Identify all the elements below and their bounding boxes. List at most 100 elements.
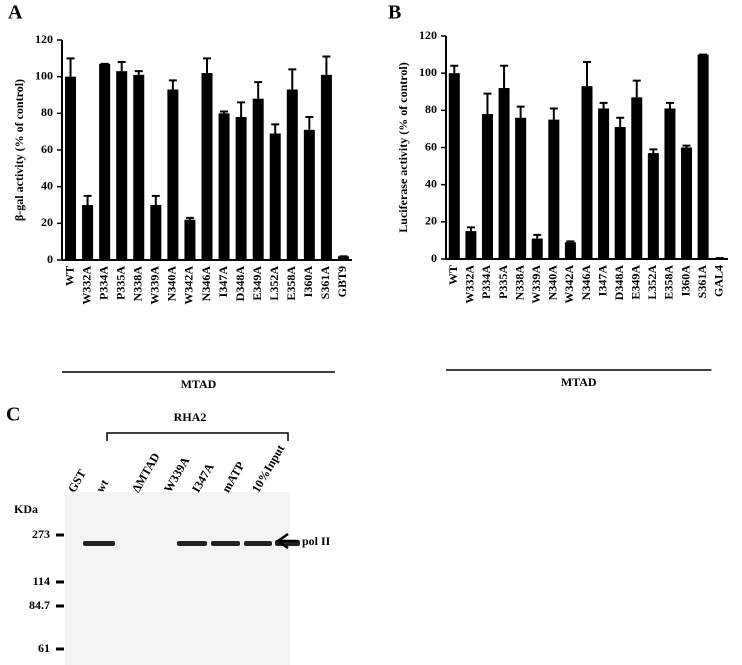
x-tick-label: W342A — [562, 265, 576, 304]
error-bar — [220, 110, 229, 114]
error-bar — [134, 70, 143, 75]
bar — [167, 89, 179, 260]
error-bar — [117, 61, 126, 72]
y-tick-label: 0 — [431, 251, 437, 265]
panel-label: A — [8, 2, 23, 24]
bar — [614, 127, 626, 259]
x-tick-label: W332A — [463, 265, 477, 304]
bar — [697, 54, 709, 260]
y-axis-label: β-gal activity (% of control) — [12, 79, 26, 221]
error-bar — [665, 101, 674, 109]
x-tick-label: E349A — [629, 265, 643, 300]
x-tick-label: WT — [446, 265, 460, 285]
x-tick-label: E349A — [250, 266, 264, 301]
y-axis-label: Luciferase activity (% of control) — [396, 62, 410, 232]
x-tick-label: I360A — [301, 266, 315, 298]
y-tick-label: 60 — [425, 139, 437, 153]
x-tick-label: N338A — [512, 265, 526, 301]
error-bar — [500, 64, 509, 89]
y-tick-label: 40 — [41, 178, 53, 192]
gel-image — [65, 492, 290, 665]
x-tick-label: L352A — [645, 265, 659, 300]
x-tick-label: E358A — [662, 265, 676, 300]
x-tick-label: W339A — [529, 265, 543, 304]
bar — [664, 108, 676, 259]
error-bar — [254, 81, 263, 99]
x-tick-label: WT — [62, 266, 76, 286]
marker-ticks — [56, 533, 64, 651]
y-tick-label: 120 — [35, 32, 53, 46]
bar — [531, 238, 543, 259]
bar — [564, 242, 576, 259]
x-tick-label: W339A — [148, 266, 162, 305]
error-bar — [288, 68, 297, 90]
bar — [99, 63, 111, 261]
bar — [201, 73, 213, 260]
error-bar — [549, 107, 558, 120]
x-tick-label: P334A — [96, 266, 110, 300]
bar — [303, 129, 315, 260]
bar — [465, 231, 477, 259]
bar — [65, 76, 77, 261]
error-bar — [185, 216, 194, 220]
error-bar — [237, 101, 246, 117]
x-tick-label: P334A — [479, 265, 493, 299]
x-tick-label: N340A — [165, 266, 179, 302]
x-tick-label: D348A — [612, 265, 626, 301]
bracket — [106, 432, 289, 441]
error-bar — [66, 57, 75, 77]
y-tick-label: 100 — [419, 65, 437, 79]
unit-label: KDa — [14, 502, 38, 516]
error-bar — [83, 194, 92, 205]
y-tick-label: 20 — [41, 215, 53, 229]
panel-label: C — [6, 404, 20, 426]
arrow — [275, 532, 298, 550]
panel-label: B — [388, 2, 401, 24]
x-tick-label: I347A — [216, 266, 230, 298]
y-tick-label: 60 — [41, 142, 53, 156]
bar — [269, 133, 281, 260]
bar — [133, 74, 145, 260]
error-bar — [466, 226, 475, 232]
bands — [83, 540, 300, 546]
bar — [681, 147, 693, 259]
error-bar — [483, 92, 492, 115]
x-tick-label: N346A — [579, 265, 593, 301]
y-tick-label: 40 — [425, 176, 437, 190]
bar — [184, 219, 196, 260]
x-tick-label: W342A — [182, 266, 196, 305]
error-bar — [305, 116, 314, 130]
error-bar — [151, 194, 160, 205]
marker-label: 114 — [33, 574, 50, 588]
bar — [150, 205, 162, 260]
bar — [252, 98, 264, 261]
marker-label: 61 — [38, 641, 50, 655]
bar — [448, 73, 460, 260]
bar — [286, 89, 298, 260]
error-bar — [649, 148, 658, 154]
error-bar — [583, 61, 591, 87]
error-bar — [271, 123, 280, 134]
lane-label: wt — [93, 477, 111, 495]
bar — [631, 97, 643, 259]
x-tick-label: W332A — [79, 266, 93, 305]
bar — [498, 88, 510, 260]
y-tick-label: 100 — [35, 68, 53, 82]
x-tick-label: S361A — [318, 266, 332, 300]
group-label: RHA2 — [174, 410, 207, 424]
band — [83, 541, 115, 546]
bar — [481, 114, 493, 259]
error-bar — [168, 79, 177, 90]
y-tick-label: 20 — [425, 214, 437, 228]
bar — [598, 108, 610, 259]
band — [244, 541, 272, 546]
x-tick-label: S361A — [695, 265, 709, 299]
y-tick-label: 0 — [47, 252, 53, 266]
x-tick-label: I360A — [678, 265, 692, 297]
bar — [235, 117, 247, 260]
error-bar — [322, 55, 331, 75]
x-tick-label: N346A — [199, 266, 213, 302]
bar — [320, 74, 332, 260]
x-tick-label: L352A — [267, 266, 281, 301]
